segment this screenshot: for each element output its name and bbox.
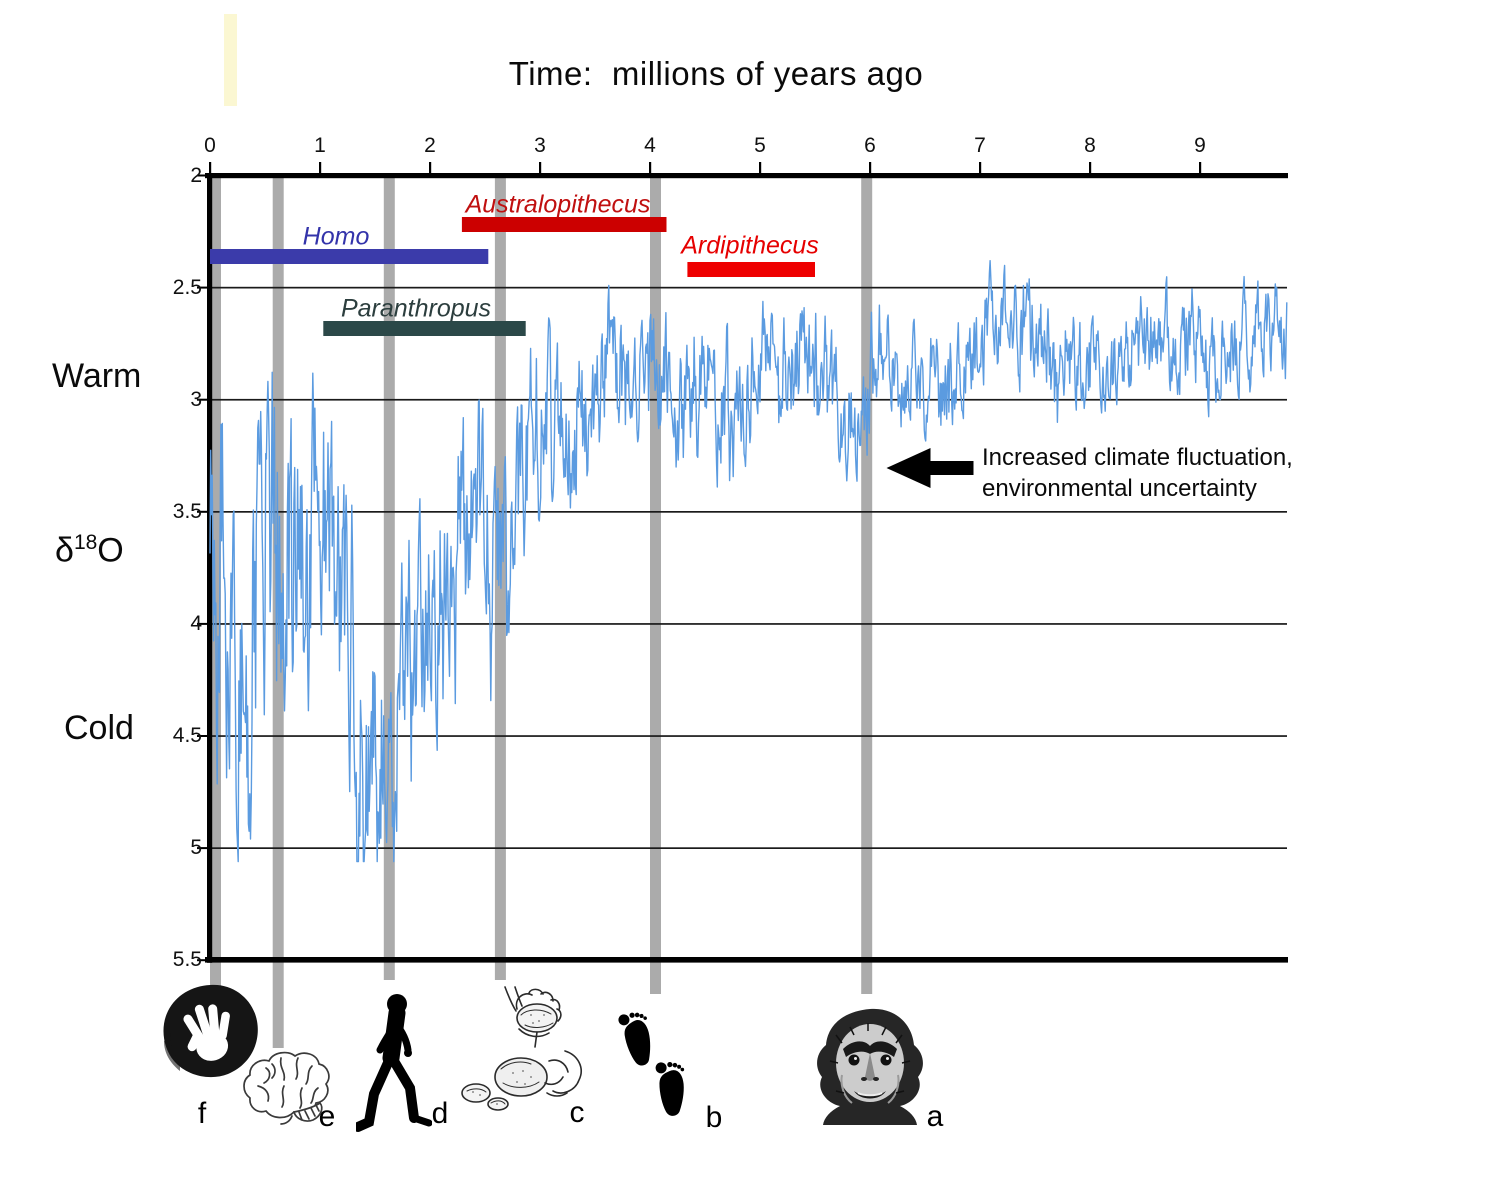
event-letter-c: c <box>569 1096 585 1129</box>
genus-range-bars <box>210 217 815 336</box>
x-tick-mark <box>1089 162 1092 174</box>
x-tick-mark <box>979 162 982 174</box>
y-tick-label-3.5: 3.5 <box>172 499 202 523</box>
top-axis-line <box>205 173 1288 179</box>
y-tick-mark <box>197 286 208 289</box>
brain-icon <box>243 1051 330 1125</box>
x-tick-label-6: 6 <box>864 134 876 157</box>
hominin-face-icon <box>817 1008 923 1125</box>
x-tick-label-4: 4 <box>644 134 656 157</box>
left-arrow-icon <box>886 448 974 488</box>
gridline-4.5 <box>210 735 1287 737</box>
x-tick-label-0: 0 <box>204 134 216 157</box>
chart-title: Time: millions of years ago <box>508 55 924 92</box>
oxygen-symbol: O <box>97 531 124 570</box>
x-tick-mark <box>319 162 322 174</box>
genus-label-australopithecus: Australopithecus <box>465 190 651 219</box>
walking-hominin-icon <box>356 994 432 1132</box>
x-tick-mark <box>429 162 432 174</box>
warm-label: Warm <box>52 357 142 395</box>
event-bar-d <box>383 176 395 980</box>
y-tick-mark <box>197 174 208 177</box>
genus-bar-australopithecus <box>461 217 667 232</box>
annotation-line-2: environmental uncertainty <box>982 475 1257 502</box>
d18o-proxy-line <box>209 260 1288 863</box>
gridline-2.5 <box>210 286 1287 289</box>
axes-and-grid <box>197 162 1288 963</box>
event-letter-a: a <box>926 1100 944 1133</box>
delta-symbol: δ <box>55 531 74 570</box>
genus-label-paranthropus: Paranthropus <box>340 294 492 323</box>
y-tick-label-5: 5 <box>190 836 202 860</box>
x-tick-label-5: 5 <box>754 134 766 157</box>
y-tick-mark <box>197 847 208 850</box>
y-tick-label-4.5: 4.5 <box>172 724 202 747</box>
event-bar-a <box>861 176 873 994</box>
event-letter-e: e <box>318 1100 336 1133</box>
event-letter-d: d <box>431 1097 449 1130</box>
y-tick-label-3: 3 <box>190 387 202 411</box>
genus-bar-paranthropus <box>323 321 526 336</box>
y-tick-label-2: 2 <box>190 163 202 187</box>
genus-label-homo: Homo <box>302 222 370 251</box>
x-tick-label-8: 8 <box>1084 134 1096 157</box>
x-tick-label-7: 7 <box>974 134 986 157</box>
y-tick-label-4: 4 <box>190 611 202 635</box>
y-tick-label-5.5: 5.5 <box>172 948 202 972</box>
y-tick-mark <box>197 510 208 513</box>
y-tick-mark <box>197 735 208 737</box>
gridline-4 <box>210 623 1287 625</box>
y-tick-mark <box>197 622 208 625</box>
x-tick-label-3: 3 <box>534 134 546 157</box>
y-tick-label-2.5: 2.5 <box>172 275 202 299</box>
event-bar-b <box>650 176 661 994</box>
genus-bar-ardipithecus <box>687 262 815 277</box>
x-tick-label-1: 1 <box>314 134 326 157</box>
x-tick-mark <box>869 162 872 174</box>
y-tick-mark <box>197 959 208 962</box>
left-axis-line <box>207 173 213 963</box>
climate-fluctuation-annotation: Increased climate fluctuation, environme… <box>982 442 1293 504</box>
stone-knapping-icon <box>461 986 582 1111</box>
x-tick-mark <box>759 162 762 174</box>
x-tick-mark <box>649 162 652 174</box>
gridline-3.5 <box>210 511 1287 513</box>
x-tick-mark <box>209 162 212 174</box>
event-letter-f: f <box>197 1097 207 1130</box>
x-tick-mark <box>1199 162 1202 174</box>
genus-label-ardipithecus: Ardipithecus <box>681 231 819 260</box>
cold-label: Cold <box>64 709 134 747</box>
genus-bar-homo <box>210 249 489 264</box>
x-tick-label-9: 9 <box>1194 134 1206 157</box>
scan-artifact-strip <box>224 14 237 106</box>
annotation-line-1: Increased climate fluctuation, <box>982 444 1293 471</box>
bottom-axis-line <box>205 957 1288 963</box>
event-letter-b: b <box>705 1101 723 1134</box>
isotope-18-superscript: 18 <box>73 531 98 554</box>
hand-stencil-icon <box>163 984 258 1078</box>
proxy-axis-label: δ18O <box>55 531 124 570</box>
gridline-5 <box>210 847 1287 849</box>
event-bar-f <box>210 176 221 986</box>
x-tick-mark <box>539 162 542 174</box>
footprints-icon <box>618 1012 685 1116</box>
x-tick-label-2: 2 <box>424 134 436 157</box>
y-tick-mark <box>197 398 208 401</box>
